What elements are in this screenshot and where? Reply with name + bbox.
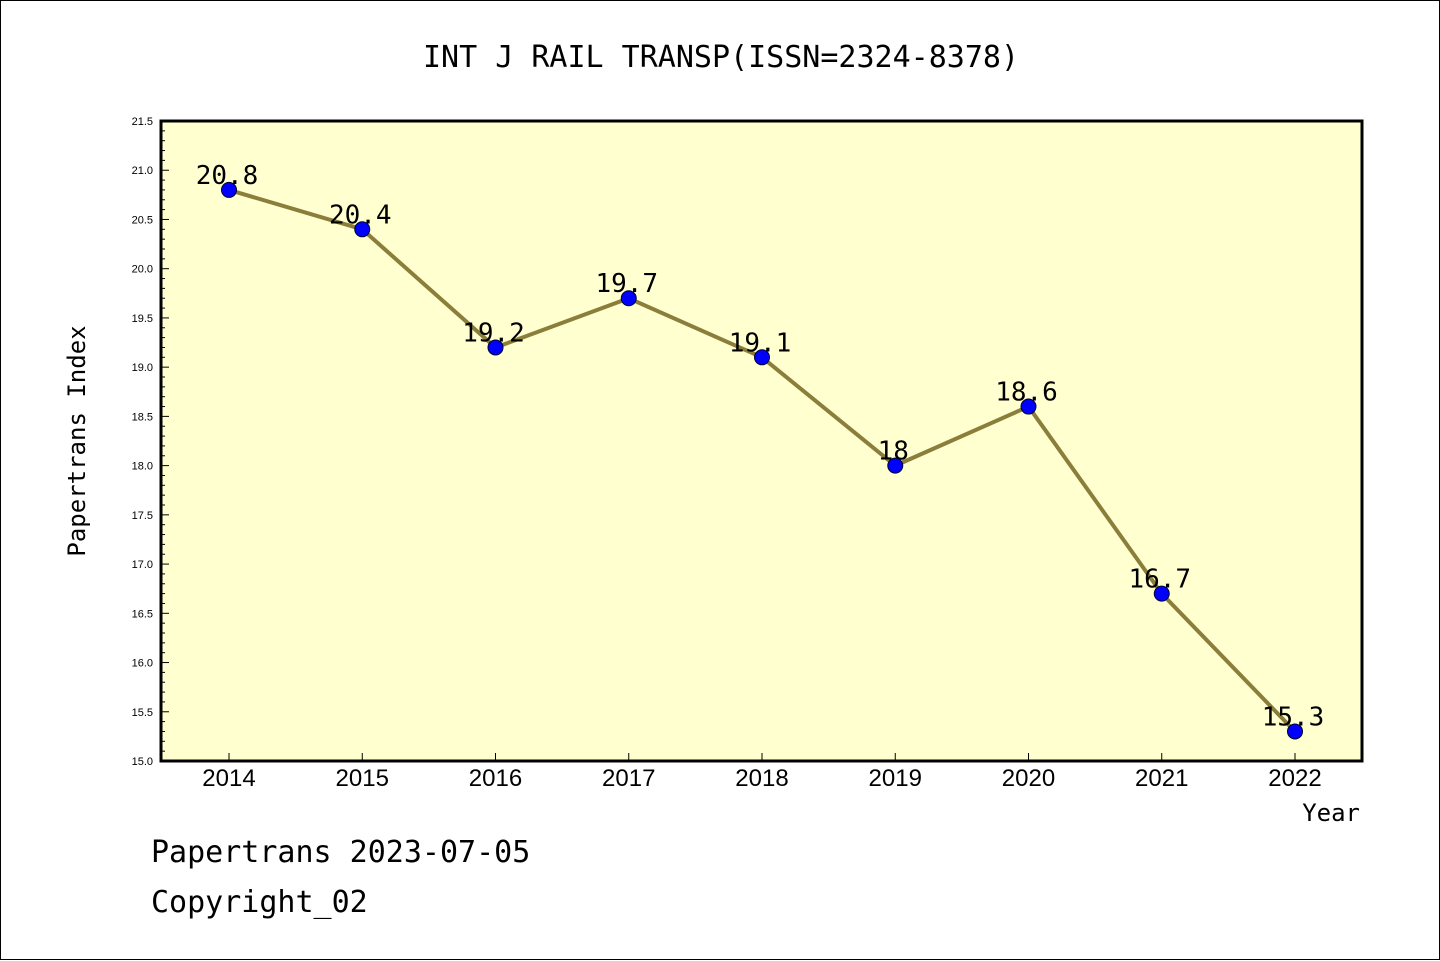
y-tick-label: 15.0 xyxy=(132,756,153,768)
y-tick-label: 19.0 xyxy=(132,362,153,374)
x-tick-label: 2018 xyxy=(735,765,788,792)
data-point xyxy=(754,349,770,366)
y-tick-label: 16.0 xyxy=(132,658,153,670)
series-line-group xyxy=(221,181,1303,740)
data-label: 19.1 xyxy=(729,328,792,358)
data-labels: 20.8 20.4 19.2 19.7 19.1 18 18.6 16.7 15.3 xyxy=(196,161,1325,733)
y-tick-label: 19.5 xyxy=(132,313,153,325)
x-tick-label: 2019 xyxy=(869,765,922,792)
data-label: 19.2 xyxy=(462,318,525,348)
data-point xyxy=(1153,585,1170,602)
data-label: 18.6 xyxy=(995,378,1058,408)
data-label: 19.7 xyxy=(595,269,658,299)
y-tick-label: 21.0 xyxy=(132,165,153,177)
y-axis-title: Papertrans Index xyxy=(63,325,91,556)
data-label: 20.4 xyxy=(329,200,392,230)
y-tick-label: 18.5 xyxy=(132,411,153,423)
data-label: 15.3 xyxy=(1262,702,1325,732)
x-tick-label: 2017 xyxy=(602,765,655,792)
data-point xyxy=(887,457,904,474)
data-point xyxy=(1287,723,1303,740)
data-point xyxy=(620,290,637,307)
y-tick-label: 15.5 xyxy=(132,707,153,719)
x-axis: 2014 2015 2016 2017 2018 2019 2020 2021 2022 xyxy=(202,753,1322,792)
y-tick-label: 20.0 xyxy=(132,264,153,276)
x-axis-title: Year xyxy=(1302,799,1360,827)
x-tick-label: 2015 xyxy=(336,765,389,792)
y-tick-label: 21.5 xyxy=(132,116,153,128)
y-tick-label: 16.5 xyxy=(132,608,153,620)
x-tick-label: 2020 xyxy=(1002,765,1055,792)
chart-title: INT J RAIL TRANSP(ISSN=2324-8378) xyxy=(423,40,1019,75)
data-label: 16.7 xyxy=(1128,565,1191,595)
y-tick-label: 17.0 xyxy=(132,559,153,571)
data-point xyxy=(354,221,371,238)
y-axis: 15.0 15.5 16.0 16.5 17.0 17.5 18.0 18.5 19.0 19.5… xyxy=(132,116,169,768)
x-tick-label: 2014 xyxy=(202,765,255,792)
data-label: 18 xyxy=(878,437,909,467)
y-tick-label: 18.0 xyxy=(132,461,153,473)
x-tick-label: 2016 xyxy=(469,765,522,792)
data-label: 20.8 xyxy=(196,161,259,191)
data-point xyxy=(487,339,504,356)
x-tick-label: 2022 xyxy=(1268,765,1321,792)
y-tick-label: 20.5 xyxy=(132,214,153,226)
x-tick-label: 2021 xyxy=(1135,765,1188,792)
data-point xyxy=(221,181,237,198)
y-tick-label: 17.5 xyxy=(132,510,153,522)
data-point xyxy=(1020,398,1037,415)
footer-date: Papertrans 2023-07-05 xyxy=(151,835,531,870)
footer-copyright: Copyright_02 xyxy=(151,885,368,920)
